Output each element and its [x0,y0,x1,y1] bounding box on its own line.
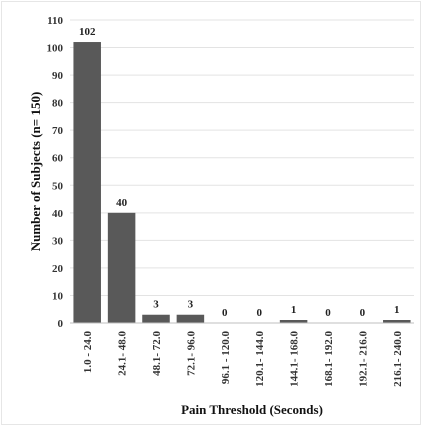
data-label-7: 0 [325,307,331,319]
x-tick-label-8: 192.1- 216.0 [357,331,369,387]
y-tick-label: 30 [52,235,64,247]
y-tick-labels: 0 10 20 30 40 50 60 70 80 90 100 110 [47,15,64,330]
bar-0 [73,42,101,323]
y-tick-label: 80 [52,98,64,110]
x-tick-label-3: 72.1- 96.0 [185,331,197,376]
x-axis-title: Pain Threshold (Seconds) [181,402,323,417]
y-tick-label: 100 [47,43,64,55]
y-tick-label: 70 [52,125,64,137]
x-tick-label-4: 96.1 - 120.0 [220,331,232,385]
x-tick-label-9: 216.1- 240.0 [392,331,404,387]
data-label-2: 3 [153,299,159,311]
bars [73,42,411,323]
data-label-8: 0 [360,307,366,319]
data-label-5: 0 [256,307,262,319]
data-label-0: 102 [79,26,96,38]
x-tick-label-7: 168.1- 192.0 [323,331,335,387]
bar-6 [279,320,308,323]
data-label-3: 3 [188,299,194,311]
data-label-1: 40 [116,197,128,209]
x-tick-label-6: 144.1- 168.0 [289,331,301,387]
data-label-6: 1 [291,304,297,316]
x-tick-labels: 1.0 - 24.0 24.1- 48.0 48.1- 72.0 72.1- 96.0… [82,331,404,387]
y-tick-label: 10 [52,290,64,302]
x-tick-label-5: 120.1- 144.0 [254,331,266,387]
y-tick-label: 110 [47,15,63,27]
chart-frame [1,1,421,425]
x-tick-label-2: 48.1- 72.0 [151,331,163,376]
y-tick-label: 20 [52,263,64,275]
y-axis-title: Number of Subjects (n= 150) [28,92,43,252]
bar-1 [107,212,136,323]
data-label-4: 0 [222,307,228,319]
data-labels: 102 40 3 3 0 0 1 0 0 1 [79,26,400,319]
data-label-9: 1 [394,304,400,316]
x-tick-label-1: 24.1- 48.0 [117,331,129,376]
y-tick-label: 90 [52,70,64,82]
y-tick-label: 0 [58,318,64,330]
bar-2 [142,314,170,323]
x-tick-label-0: 1.0 - 24.0 [82,331,94,374]
bar-3 [176,314,205,323]
bar-9 [383,320,411,323]
y-tick-label: 60 [52,153,64,165]
y-tick-label: 50 [52,180,64,192]
y-tick-label: 40 [52,208,64,220]
